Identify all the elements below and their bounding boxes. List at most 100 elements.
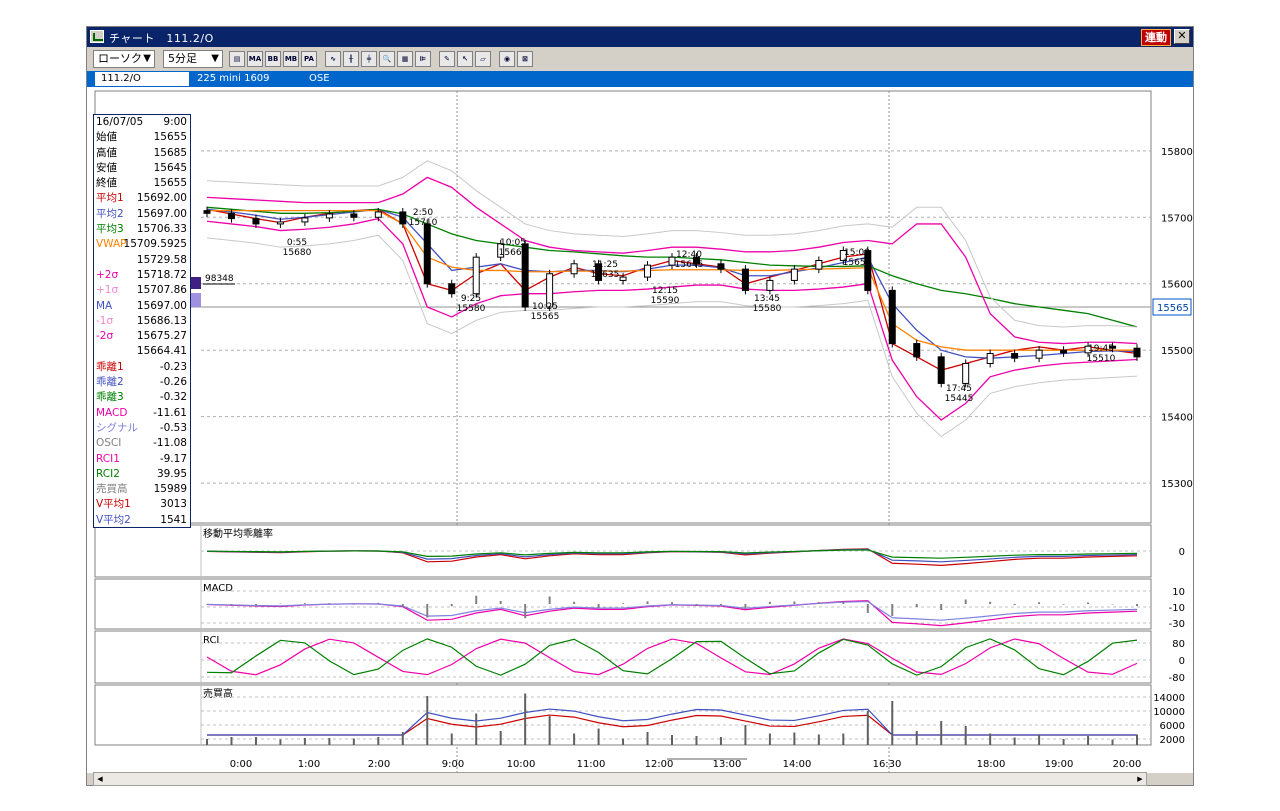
- panel-row-value: 15707.86: [136, 284, 187, 297]
- series-line-4: [206, 176, 1138, 345]
- subchart-line-deviation: [206, 549, 1138, 559]
- chart-type-select[interactable]: ローソク ▼: [93, 50, 155, 68]
- symbol-code-input[interactable]: 111.2/O: [95, 72, 189, 86]
- panel-row: OSCI -11.08: [94, 436, 190, 451]
- candle-body: [595, 263, 603, 281]
- sync-button[interactable]: 連動: [1141, 29, 1171, 46]
- candle-body: [839, 250, 847, 261]
- panel-row-label: MACD: [96, 406, 128, 419]
- candle-chart-icon[interactable]: ╫: [343, 51, 359, 67]
- subchart-tick-label: 2000: [1160, 735, 1185, 746]
- annotation-time: 15:00: [844, 248, 870, 258]
- panel-row-value: 15989: [153, 483, 187, 496]
- annotation-time: 9:25: [461, 294, 481, 304]
- time-axis-label: 10:00: [507, 759, 536, 770]
- panel-row-value: -0.26: [159, 376, 187, 389]
- panel-row-label: OSCI: [96, 437, 122, 450]
- chevron-down-icon: ▼: [143, 53, 151, 64]
- candle-body: [448, 283, 456, 295]
- panel-row: +1σ 15707.86: [94, 283, 190, 298]
- scroll-right-icon[interactable]: ▶: [1137, 775, 1143, 783]
- period-icon[interactable]: ▤: [229, 51, 245, 67]
- pa-icon[interactable]: PA: [301, 51, 317, 67]
- panel-row-value: 15692.00: [136, 192, 187, 205]
- panel-row: 乖離3 -0.32: [94, 390, 190, 405]
- cursor-icon[interactable]: ↖: [457, 51, 473, 67]
- panel-row: V平均2 1541: [94, 513, 190, 528]
- panel-row-value: -0.32: [159, 391, 187, 404]
- subchart-frame-volume: [94, 684, 1152, 746]
- volume-marker-label: 98348: [205, 274, 234, 284]
- price-tick-label: 15500: [1161, 346, 1193, 357]
- candle-body: [790, 268, 798, 281]
- toolbar: ローソク ▼ 5分足 ▼ ▤ MA BB MB PA ∿ ╫ ╪ 🔍 ▦ ⊫ ✎ ↖ ▱ ◉ ⊠: [87, 48, 1193, 70]
- panel-row-value: 15664.41: [136, 345, 187, 358]
- panel-row: RCI1 -9.17: [94, 452, 190, 467]
- title-bar[interactable]: チャート 111.2/O 連動 ✕: [87, 27, 1193, 47]
- search-icon[interactable]: ◉: [499, 51, 515, 67]
- panel-row: -1σ 15686.13: [94, 314, 190, 329]
- panel-row-value: 15706.33: [136, 223, 187, 236]
- cross-icon[interactable]: ⊠: [517, 51, 533, 67]
- volume-marker-bar: [191, 277, 201, 289]
- subchart-tick-label: 14000: [1153, 693, 1185, 704]
- panel-row-value: 15718.72: [136, 268, 187, 281]
- panel-row-value: 15645: [153, 161, 187, 174]
- panel-row: 終値 15655: [94, 176, 190, 191]
- chart-area[interactable]: 15800 15700 15600 15500 15400 15300 15565 98348…: [87, 87, 1193, 773]
- settings-icon[interactable]: ⊫: [415, 51, 431, 67]
- panel-row-value: 15697.00: [136, 207, 187, 220]
- panel-row-value: -11.61: [153, 406, 187, 419]
- subchart-tick-label: 80: [1172, 639, 1185, 650]
- subchart-tick-label: 10000: [1153, 707, 1185, 718]
- panel-row-label: +1σ: [96, 284, 119, 297]
- panel-row-value: -0.53: [159, 421, 187, 434]
- candle-body: [937, 356, 945, 384]
- candle-body: [986, 353, 994, 364]
- ma-icon[interactable]: MA: [247, 51, 263, 67]
- panel-row-value: 15686.13: [136, 314, 187, 327]
- price-chart-svg[interactable]: 15800 15700 15600 15500 15400 15300 15565 98348…: [87, 87, 1193, 773]
- interval-value: 5分足: [168, 52, 197, 65]
- panel-row-label: 平均1: [96, 192, 124, 205]
- annotation-price: 15565: [531, 312, 560, 322]
- candle-body: [521, 243, 529, 308]
- panel-datetime: 16/07/05 9:00: [94, 115, 190, 130]
- mb-icon[interactable]: MB: [283, 51, 299, 67]
- interval-select[interactable]: 5分足 ▼: [163, 50, 223, 68]
- zoom-icon[interactable]: 🔍: [379, 51, 395, 67]
- horizontal-scrollbar[interactable]: ◀ ▶: [93, 772, 1147, 786]
- pen-icon[interactable]: ✎: [439, 51, 455, 67]
- candle-body: [1084, 345, 1092, 354]
- subchart-line-rci: [206, 638, 1138, 676]
- candle-body: [741, 268, 749, 291]
- market-name: OSE: [309, 73, 330, 84]
- close-icon[interactable]: ✕: [1174, 29, 1190, 44]
- time-axis-label: 12:00: [645, 759, 674, 770]
- panel-row-label: シグナル: [96, 421, 138, 434]
- subchart-line-volume: [207, 708, 1137, 736]
- subchart-title-volume: 売買高: [203, 687, 233, 700]
- series-line-3: [207, 209, 1137, 351]
- compare-icon[interactable]: ▦: [397, 51, 413, 67]
- candle-body: [252, 218, 260, 225]
- annotation-time: 2:50: [413, 208, 433, 218]
- indicator-chart-icon[interactable]: ╪: [361, 51, 377, 67]
- candle-body: [888, 289, 896, 345]
- line-chart-icon[interactable]: ∿: [325, 51, 341, 67]
- panel-row-label: 平均3: [96, 223, 124, 236]
- panel-row: 平均1 15692.00: [94, 191, 190, 206]
- eraser-icon[interactable]: ▱: [475, 51, 491, 67]
- scroll-left-icon[interactable]: ◀: [97, 775, 103, 783]
- annotation-price: 15665: [499, 248, 528, 258]
- price-tick-label: 15400: [1161, 413, 1193, 424]
- annotation-price: 15580: [457, 304, 486, 314]
- panel-row: シグナル -0.53: [94, 421, 190, 436]
- candle-body: [1035, 349, 1043, 359]
- annotation-price: 15590: [651, 296, 680, 306]
- current-price-label: 15565: [1157, 303, 1189, 314]
- annotation-time: 12:15: [652, 286, 678, 296]
- window-title: チャート 111.2/O: [109, 32, 214, 45]
- bb-icon[interactable]: BB: [265, 51, 281, 67]
- price-tick-label: 15600: [1161, 280, 1193, 291]
